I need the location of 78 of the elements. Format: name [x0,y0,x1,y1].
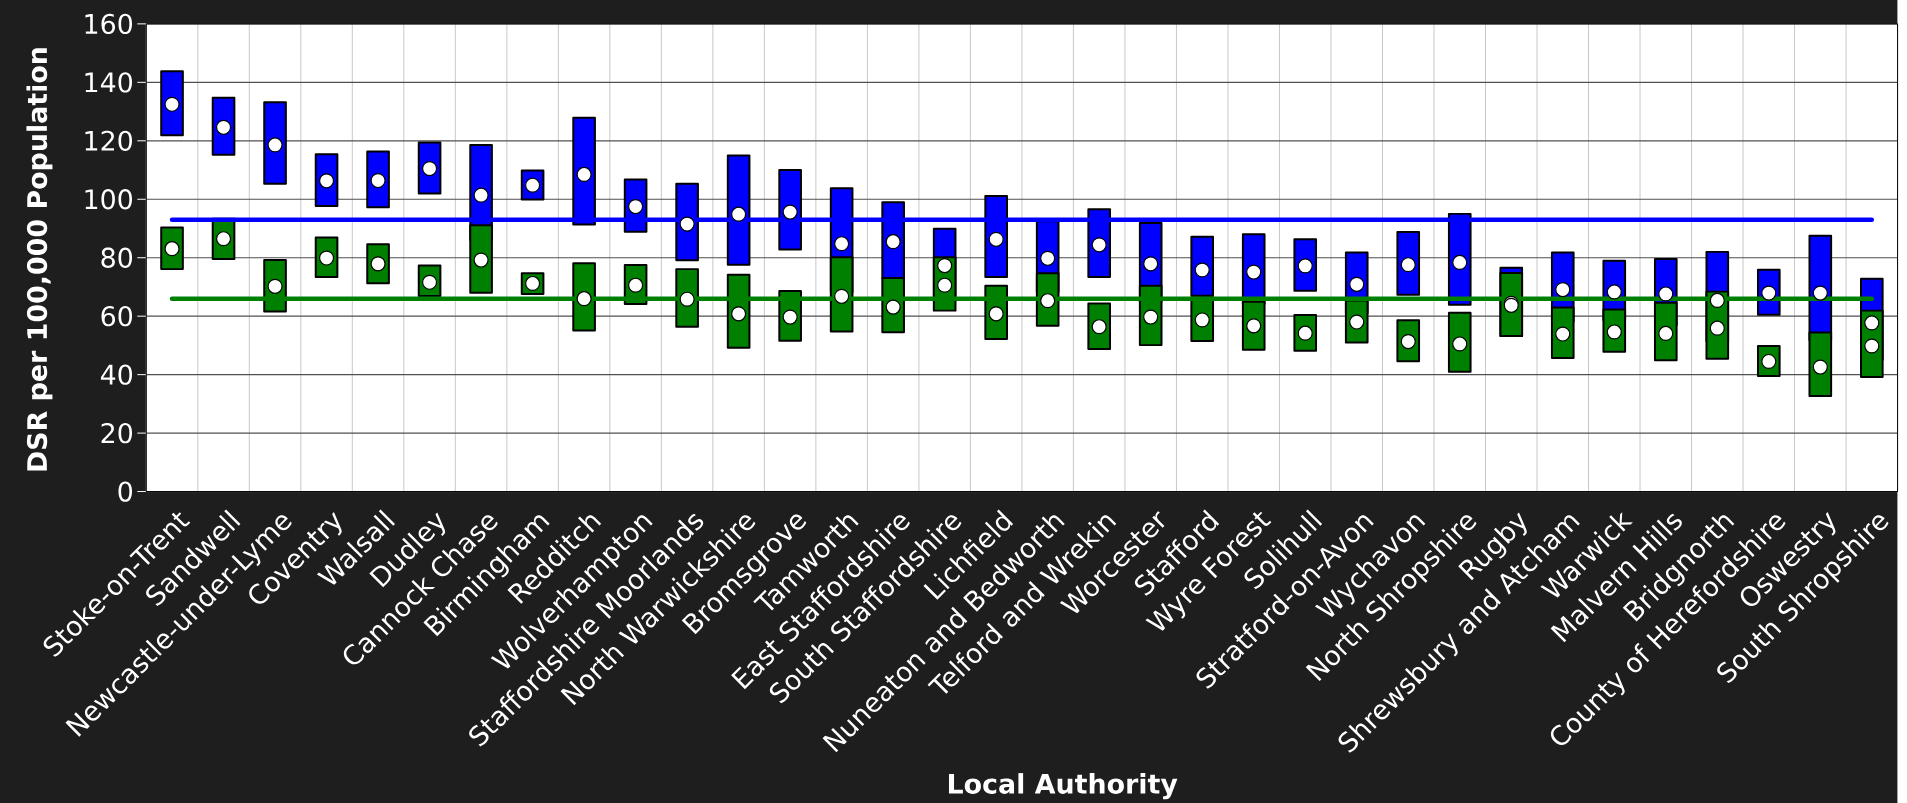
point [576,166,592,182]
point [370,256,386,272]
point [988,306,1004,322]
point [1143,309,1159,325]
y-tick-label: 20 [101,422,133,444]
point [1400,334,1416,350]
point [318,173,335,189]
point [1040,293,1056,309]
point [1349,314,1365,330]
point [576,291,592,307]
point [937,277,953,293]
y-tick-label: 120 [85,130,133,151]
point [731,206,747,222]
point [1658,286,1674,302]
point [1555,326,1571,342]
point [422,274,438,290]
point [1761,285,1777,301]
point [1864,315,1880,331]
point [1297,258,1313,274]
point [215,231,232,247]
point [1297,325,1313,341]
point [1658,325,1674,341]
point [628,199,644,215]
point [164,96,180,112]
point [731,306,747,322]
point [1864,338,1880,354]
point [267,137,283,153]
point [1709,320,1725,336]
point [1709,292,1725,308]
point [885,299,901,315]
y-tick-label: 40 [100,364,133,385]
point [834,236,850,252]
y-tick-label: 80 [101,247,133,268]
point [1555,282,1571,298]
point [1194,312,1210,328]
point [937,258,953,274]
point [1091,237,1107,253]
y-tick-label: 0 [118,481,133,502]
x-axis-title: Local Authority [948,773,1178,800]
point [525,275,541,292]
point [782,309,798,325]
y-tick-label: 160 [85,13,133,35]
point [267,278,283,294]
point [1812,285,1828,301]
point [628,277,644,293]
point [525,177,541,193]
y-tick-label: 100 [85,189,133,210]
point [782,204,798,220]
point [1246,264,1262,280]
point [1452,336,1468,352]
point [370,172,386,189]
point [164,241,180,257]
point [885,234,901,250]
point [318,250,335,266]
point [1091,319,1107,335]
bar [263,101,287,185]
point [1606,284,1622,300]
point [834,288,850,304]
point [215,119,232,135]
point [1246,318,1262,334]
point [1040,250,1056,266]
point [988,231,1004,247]
point [422,161,438,177]
point [473,252,489,268]
y-axis-title: DSR per 100,000 Population [26,48,53,471]
point [473,187,489,203]
point [679,291,695,307]
point [1349,276,1365,292]
point [1143,256,1159,272]
point [1194,262,1210,278]
point [1452,254,1468,270]
point [1400,257,1416,273]
point [1606,324,1622,340]
y-tick-label: 140 [85,72,133,93]
point [679,216,695,232]
point [1761,353,1777,370]
y-tick-label: 60 [101,306,133,327]
point [1812,359,1828,375]
